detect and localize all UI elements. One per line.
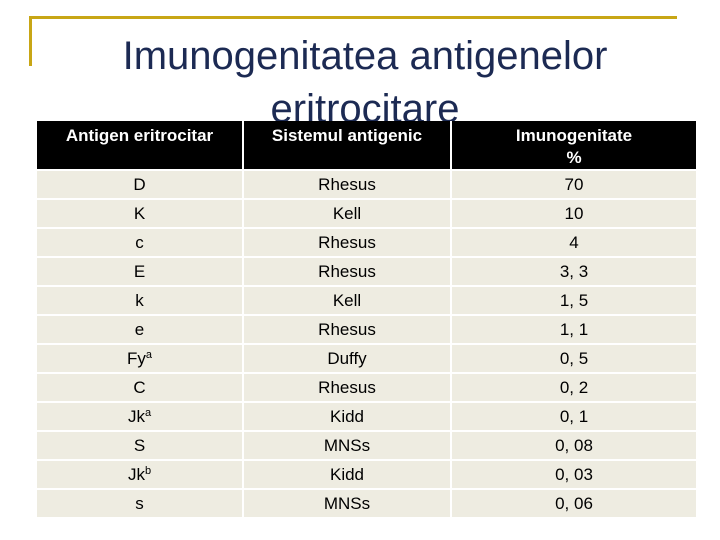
cell-immunogenicity: 70 xyxy=(450,169,696,199)
immunogenicity-table: Antigen eritrocitar Sistemul antigenic I… xyxy=(37,121,696,517)
table-row: k Kell 1, 5 xyxy=(37,285,696,315)
cell-system: MNSs xyxy=(242,430,451,460)
cell-system: Rhesus xyxy=(242,372,451,402)
cell-immunogenicity: 0, 5 xyxy=(450,343,696,373)
cell-antigen: e xyxy=(37,314,243,344)
cell-immunogenicity: 10 xyxy=(450,198,696,228)
frame-left-rule xyxy=(29,16,32,66)
cell-immunogenicity: 0, 1 xyxy=(450,401,696,431)
cell-antigen: K xyxy=(37,198,243,228)
cell-antigen: Jka xyxy=(37,401,243,431)
table-row: C Rhesus 0, 2 xyxy=(37,372,696,402)
cell-antigen: k xyxy=(37,285,243,315)
antigen-superscript: a xyxy=(144,406,152,419)
frame-top-rule xyxy=(29,16,677,19)
table-row: s MNSs 0, 06 xyxy=(37,488,696,517)
table-row: Fya Duffy 0, 5 xyxy=(37,343,696,373)
cell-system: Rhesus xyxy=(242,256,451,286)
cell-system: Duffy xyxy=(242,343,451,373)
table-row: Jka Kidd 0, 1 xyxy=(37,401,696,431)
cell-immunogenicity: 0, 03 xyxy=(450,459,696,489)
antigen-superscript: b xyxy=(144,464,152,477)
cell-system: Rhesus xyxy=(242,227,451,257)
cell-antigen: D xyxy=(37,169,243,199)
header-antigen: Antigen eritrocitar xyxy=(37,121,243,170)
cell-antigen: E xyxy=(37,256,243,286)
slide-title: Imunogenitatea antigenelor eritrocitare xyxy=(122,34,608,131)
cell-immunogenicity: 0, 06 xyxy=(450,488,696,517)
antigen-superscript: a xyxy=(145,348,152,361)
cell-antigen: Fya xyxy=(37,343,243,373)
cell-antigen: S xyxy=(37,430,243,460)
table-row: K Kell 10 xyxy=(37,198,696,228)
table-header-row: Antigen eritrocitar Sistemul antigenic I… xyxy=(37,121,696,170)
cell-system: Rhesus xyxy=(242,314,451,344)
cell-immunogenicity: 4 xyxy=(450,227,696,257)
cell-system: MNSs xyxy=(242,488,451,517)
table-row: S MNSs 0, 08 xyxy=(37,430,696,460)
cell-immunogenicity: 3, 3 xyxy=(450,256,696,286)
header-immunogenicity: Imunogenitate% xyxy=(450,121,696,170)
cell-antigen: c xyxy=(37,227,243,257)
header-system: Sistemul antigenic xyxy=(242,121,451,170)
cell-immunogenicity: 1, 1 xyxy=(450,314,696,344)
table-row: c Rhesus 4 xyxy=(37,227,696,257)
table-row: e Rhesus 1, 1 xyxy=(37,314,696,344)
table-row: D Rhesus 70 xyxy=(37,169,696,199)
cell-system: Kidd xyxy=(242,459,451,489)
cell-system: Rhesus xyxy=(242,169,451,199)
cell-immunogenicity: 0, 08 xyxy=(450,430,696,460)
cell-system: Kell xyxy=(242,285,451,315)
table-row: Jkb Kidd 0, 03 xyxy=(37,459,696,489)
cell-antigen: s xyxy=(37,488,243,517)
cell-system: Kell xyxy=(242,198,451,228)
table-row: E Rhesus 3, 3 xyxy=(37,256,696,286)
cell-immunogenicity: 0, 2 xyxy=(450,372,696,402)
cell-system: Kidd xyxy=(242,401,451,431)
cell-immunogenicity: 1, 5 xyxy=(450,285,696,315)
cell-antigen: C xyxy=(37,372,243,402)
cell-antigen: Jkb xyxy=(37,459,243,489)
